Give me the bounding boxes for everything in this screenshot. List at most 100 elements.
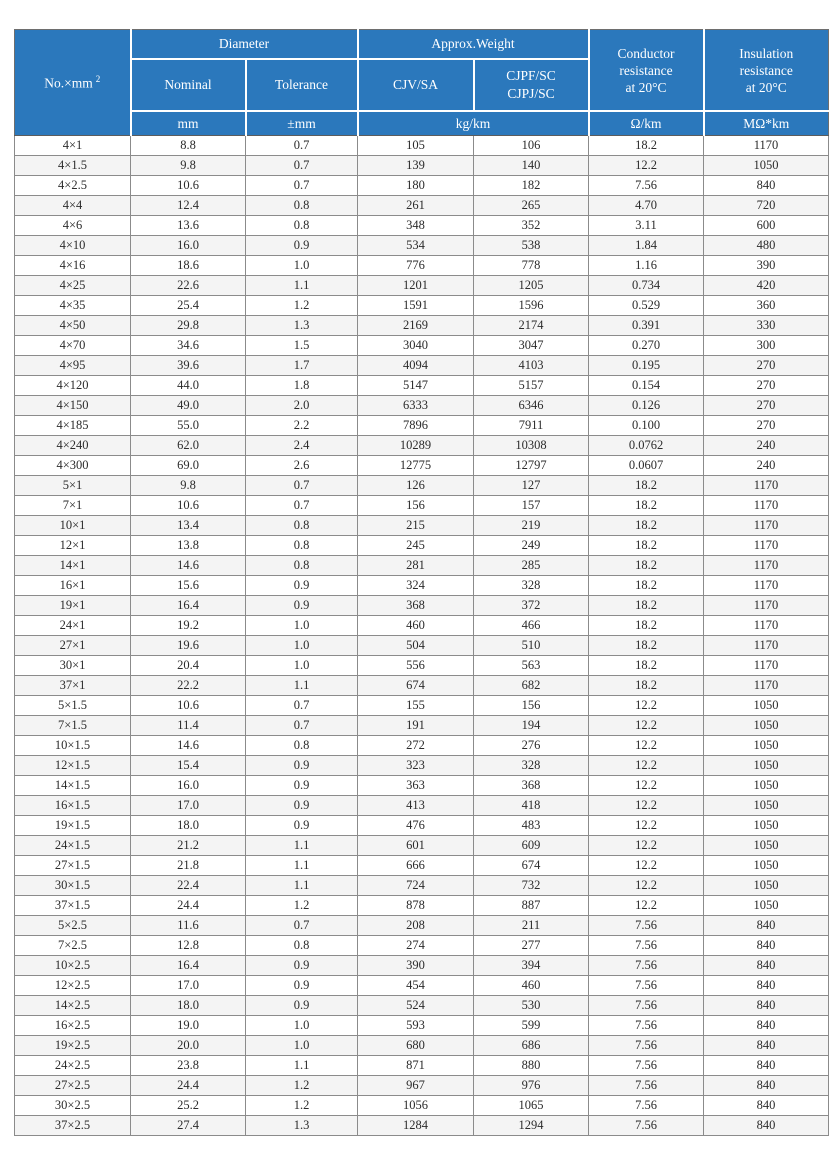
table-row: 30×1 20.4 1.0 556 563 18.2 1170 <box>14 655 830 676</box>
table-cell: 1.0 <box>244 635 359 656</box>
table-cell: 9.8 <box>130 475 246 496</box>
table-cell: 18.2 <box>588 475 705 496</box>
table-cell: 19×2.5 <box>14 1035 131 1056</box>
table-cell: 0.100 <box>588 415 705 436</box>
unit-kg-km: kg/km <box>356 110 590 136</box>
table-cell: 0.8 <box>244 195 359 216</box>
table-cell: 12.2 <box>588 695 705 716</box>
table-cell: 7.56 <box>588 975 705 996</box>
table-cell: 328 <box>473 755 590 776</box>
table-cell: 4×4 <box>14 195 131 216</box>
table-cell: 4103 <box>473 355 590 376</box>
table-cell: 7.56 <box>588 1075 705 1096</box>
table-cell: 1.2 <box>244 1075 359 1096</box>
table-cell: 4×185 <box>14 415 131 436</box>
table-row: 4×50 29.8 1.3 2169 2174 0.391 330 <box>14 315 830 336</box>
table-cell: 460 <box>357 615 475 636</box>
table-cell: 323 <box>357 755 475 776</box>
table-cell: 1170 <box>703 495 830 516</box>
table-row: 4×240 62.0 2.4 10289 10308 0.0762 240 <box>14 435 830 456</box>
table-cell: 0.734 <box>588 275 705 296</box>
table-cell: 12.2 <box>588 875 705 896</box>
table-cell: 1050 <box>703 735 830 756</box>
table-cell: 4094 <box>357 355 475 376</box>
table-cell: 18.2 <box>588 575 705 596</box>
table-cell: 34.6 <box>130 335 246 356</box>
table-cell: 2.6 <box>244 455 359 476</box>
table-row: 4×185 55.0 2.2 7896 7911 0.100 270 <box>14 415 830 436</box>
table-cell: 18.2 <box>588 655 705 676</box>
table-cell: 680 <box>357 1035 475 1056</box>
table-row: 14×1.5 16.0 0.9 363 368 12.2 1050 <box>14 775 830 796</box>
header-group-approx-weight: Approx.Weight <box>356 29 590 60</box>
table-cell: 139 <box>357 155 475 176</box>
table-cell: 840 <box>703 1035 830 1056</box>
table-cell: 14×1.5 <box>14 775 131 796</box>
table-cell: 1050 <box>703 835 830 856</box>
table-cell: 249 <box>473 535 590 556</box>
table-cell: 19×1 <box>14 595 131 616</box>
table-cell: 127 <box>473 475 590 496</box>
table-cell: 55.0 <box>130 415 246 436</box>
table-cell: 840 <box>703 1055 830 1076</box>
table-cell: 609 <box>473 835 590 856</box>
table-cell: 1056 <box>357 1095 475 1116</box>
table-cell: 1.1 <box>244 1055 359 1076</box>
table-cell: 30×1 <box>14 655 131 676</box>
table-cell: 12×1 <box>14 535 131 556</box>
table-cell: 194 <box>473 715 590 736</box>
header-nominal: Nominal <box>130 58 247 112</box>
table-row: 4×1 8.8 0.7 105 106 18.2 1170 <box>14 135 830 156</box>
table-cell: 1050 <box>703 795 830 816</box>
table-cell: 22.6 <box>130 275 246 296</box>
table-cell: 4×1.5 <box>14 155 131 176</box>
table-cell: 1050 <box>703 755 830 776</box>
table-row: 37×1.5 24.4 1.2 878 887 12.2 1050 <box>14 895 830 916</box>
table-cell: 261 <box>357 195 475 216</box>
table-cell: 0.7 <box>244 715 359 736</box>
table-cell: 140 <box>473 155 590 176</box>
table-cell: 840 <box>703 935 830 956</box>
table-cell: 0.7 <box>244 155 359 176</box>
table-row: 5×1.5 10.6 0.7 155 156 12.2 1050 <box>14 695 830 716</box>
table-row: 27×1.5 21.8 1.1 666 674 12.2 1050 <box>14 855 830 876</box>
table-cell: 18.2 <box>588 495 705 516</box>
table-cell: 12.2 <box>588 855 705 876</box>
table-cell: 12.4 <box>130 195 246 216</box>
table-row: 5×2.5 11.6 0.7 208 211 7.56 840 <box>14 915 830 936</box>
table-cell: 880 <box>473 1055 590 1076</box>
table-row: 4×16 18.6 1.0 776 778 1.16 390 <box>14 255 830 276</box>
unit-plus-minus-mm: ±mm <box>244 110 359 136</box>
table-cell: 871 <box>357 1055 475 1076</box>
table-row: 4×25 22.6 1.1 1201 1205 0.734 420 <box>14 275 830 296</box>
table-cell: 0.7 <box>244 475 359 496</box>
table-cell: 1.1 <box>244 275 359 296</box>
table-cell: 4×150 <box>14 395 131 416</box>
header-tolerance: Tolerance <box>244 58 359 112</box>
table-row: 19×1 16.4 0.9 368 372 18.2 1170 <box>14 595 830 616</box>
table-cell: 211 <box>473 915 590 936</box>
table-row: 10×2.5 16.4 0.9 390 394 7.56 840 <box>14 955 830 976</box>
table-cell: 7×1 <box>14 495 131 516</box>
table-cell: 25.4 <box>130 295 246 316</box>
table-cell: 62.0 <box>130 435 246 456</box>
table-cell: 16.4 <box>130 955 246 976</box>
table-cell: 270 <box>703 375 830 396</box>
table-cell: 23.8 <box>130 1055 246 1076</box>
table-cell: 24.4 <box>130 1075 246 1096</box>
table-cell: 4×35 <box>14 295 131 316</box>
table-cell: 69.0 <box>130 455 246 476</box>
table-cell: 454 <box>357 975 475 996</box>
table-cell: 18.0 <box>130 995 246 1016</box>
unit-mohm-km: MΩ*km <box>702 110 830 136</box>
table-cell: 460 <box>473 975 590 996</box>
table-cell: 1170 <box>703 615 830 636</box>
table-cell: 30×2.5 <box>14 1095 131 1116</box>
table-cell: 1050 <box>703 155 830 176</box>
table-cell: 778 <box>473 255 590 276</box>
table-cell: 12.2 <box>588 155 705 176</box>
table-cell: 674 <box>357 675 475 696</box>
table-cell: 840 <box>703 955 830 976</box>
table-row: 16×1.5 17.0 0.9 413 418 12.2 1050 <box>14 795 830 816</box>
table-cell: 1170 <box>703 475 830 496</box>
